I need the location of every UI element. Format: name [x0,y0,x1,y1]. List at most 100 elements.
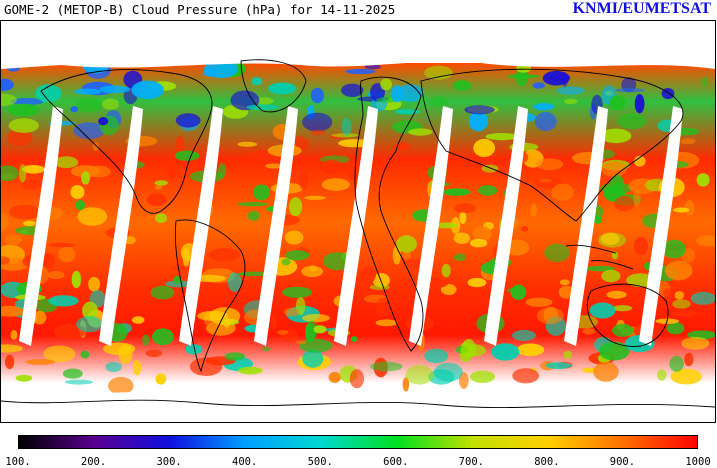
cloud-patch [532,82,545,89]
cloud-patch [108,376,134,395]
cloud-patch [284,230,304,245]
colorbar-tick-label: 800. [534,456,560,468]
cloud-patch [313,325,327,334]
cloud-patch [601,269,621,283]
cloud-patch [1,165,19,181]
cloud-patch [54,156,79,169]
cloud-patch [473,138,496,158]
colorbar-tick-label: 500. [307,456,333,468]
cloud-patch [454,203,477,214]
cloud-patch [434,222,458,229]
cloud-patch [701,76,709,87]
cloud-patch [478,185,498,196]
cloud-patch [165,280,192,288]
cloud-patch [15,374,33,382]
cloud-patch [75,200,86,211]
cloud-patch [152,328,174,346]
cloud-patch [304,195,326,200]
cloud-patch [485,133,519,141]
cloud-patch [472,226,492,242]
cloud-patch [302,349,324,368]
cloud-patch [563,350,573,360]
cloud-patch [8,204,41,220]
cloud-patch [87,165,111,178]
colorbar-tick-label: 200. [80,456,107,468]
cloud-patch [452,80,472,91]
cloud-patch [408,128,433,136]
cloud-patch [664,260,693,281]
cloud-patch [545,362,572,369]
cloud-patch [71,270,82,289]
cloud-patch [1,305,27,317]
colorbar-tick-label: 1000 [685,456,711,468]
cloud-patch [670,368,702,385]
cloud-patch [23,220,36,227]
cloud-patch [10,330,18,340]
cloud-patch [453,253,467,261]
cloud-patch [22,165,45,174]
cloud-patch [601,161,627,177]
cloud-patch [402,250,411,260]
cloud-patch [669,355,684,372]
cloud-patch [284,307,300,317]
colorbar [18,435,698,449]
cloud-patch [81,171,90,185]
cloud-patch [73,122,105,139]
orbit-gap [254,106,298,346]
cloud-patch [598,341,630,361]
cloud-patch [282,286,313,298]
cloud-patch [8,118,39,133]
cloud-patch [544,243,570,262]
cloud-patch [428,369,455,385]
cloud-patch [684,352,694,367]
cloud-patch [561,72,568,87]
cloud-patch [175,136,185,153]
cloud-patch [372,273,390,288]
cloud-patch [657,369,667,381]
cloud-patch [393,142,411,151]
cloud-patch [1,344,23,353]
greenland-coast [240,59,307,113]
cloud-patch [70,106,78,113]
cloud-patch [237,271,271,277]
cloud-patch [516,343,545,357]
cloud-patch [424,65,453,80]
cloud-patch [533,103,555,111]
cloud-patch [536,158,564,171]
cloud-patch [145,349,163,358]
cloud-patch [246,104,280,111]
cloud-patch [48,295,79,307]
north-america-coast [40,69,213,214]
cloud-patch [270,313,277,330]
cloud-patch [606,290,627,299]
cloud-patch [276,330,289,335]
cloud-patch [453,232,471,244]
cloud-patch [666,322,685,335]
cloud-pressure-map [1,21,715,422]
cloud-patch [203,67,218,77]
cloud-patch [345,68,376,75]
map-title: GOME-2 (METOP-B) Cloud Pressure (hPa) fo… [4,2,396,17]
cloud-patch [155,373,167,385]
cloud-patch [1,93,17,106]
orbit-gap [484,106,528,346]
swath-gaps [19,106,683,346]
cloud-patch [238,366,263,375]
cloud-patch [424,348,449,364]
orbit-gap [639,106,683,346]
cloud-patch [541,282,548,287]
cloud-patch [6,129,33,146]
cloud-patch [370,361,403,372]
cloud-patch [101,98,120,110]
cloud-patch [696,235,715,247]
cloud-patch [247,210,260,221]
cloud-patch [560,157,575,171]
cloud-patch [390,85,404,103]
cloud-patch [262,346,271,352]
cloud-patch [611,251,619,260]
cloud-patch [512,329,536,341]
cloud-patch [633,189,641,207]
cloud-patch [612,323,634,337]
arctic-no-data [1,21,715,69]
cloud-patch [265,163,284,169]
